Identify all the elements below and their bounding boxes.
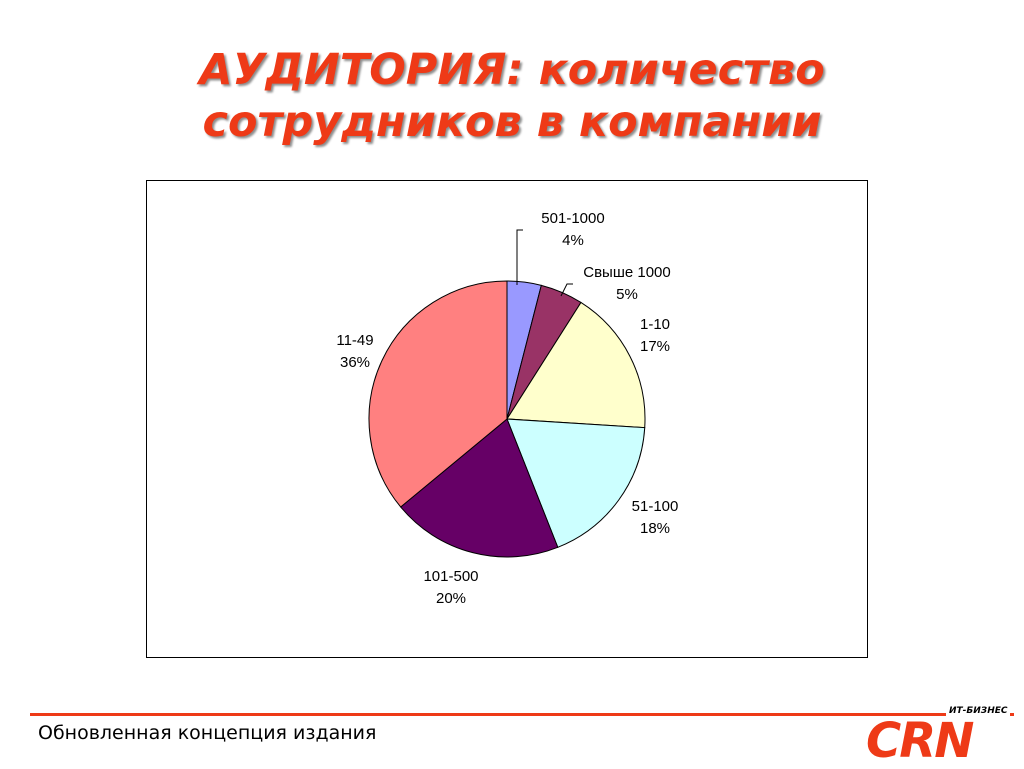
footer-caption: Обновленная концепция издания	[38, 722, 377, 744]
slice-category-label: 11-49	[336, 332, 373, 349]
slide-title: АУДИТОРИЯ: количество сотрудников в комп…	[0, 44, 1024, 148]
pie-chart-frame: 501-1000 4% Свыше 1000 5% 1-10 17% 51-100 18% 10…	[146, 180, 868, 658]
crn-logo-subtext: ИТ-БИЗНЕС	[946, 706, 1011, 716]
pie-chart: 501-1000 4% Свыше 1000 5%1-10 17% 51-100 18% 10…	[336, 210, 679, 607]
leader-line	[560, 283, 573, 297]
pie-slice	[368, 280, 508, 508]
slice-percent-label: 20%	[436, 590, 466, 607]
slice-label: 51-100 18%	[632, 498, 679, 537]
slice-percent-label: 5%	[616, 286, 638, 303]
slice-percent-label: 36%	[340, 354, 370, 371]
slice-category-label: 101-500	[423, 568, 478, 585]
slice-label: 101-500 20%	[423, 568, 478, 607]
pie-slice	[506, 418, 646, 548]
slice-percent-label: 18%	[640, 520, 670, 537]
slice-label: 11-49 36%	[336, 332, 373, 371]
slice-percent-label: 4%	[562, 232, 584, 249]
slice-category-label: Свыше 1000	[583, 264, 671, 281]
crn-logo: CRN	[866, 713, 974, 769]
slice-category-label: 1-10	[640, 316, 670, 333]
slice-category-label: 51-100	[632, 498, 679, 515]
slide-title-line2: сотрудников в компании	[202, 97, 822, 147]
slide-title-line1: АУДИТОРИЯ: количество	[199, 45, 825, 95]
footer-divider	[30, 713, 1014, 716]
slice-percent-label: 17%	[640, 338, 670, 355]
slice-category-label: 501-1000	[541, 210, 604, 227]
pie-slice	[506, 301, 646, 429]
slice-label: Свыше 1000 5%	[583, 264, 671, 303]
leader-line	[516, 229, 523, 285]
pie-slice	[399, 418, 559, 558]
slice-label: 501-1000 4%	[541, 210, 604, 249]
slice-label: 1-10 17%	[640, 316, 670, 355]
